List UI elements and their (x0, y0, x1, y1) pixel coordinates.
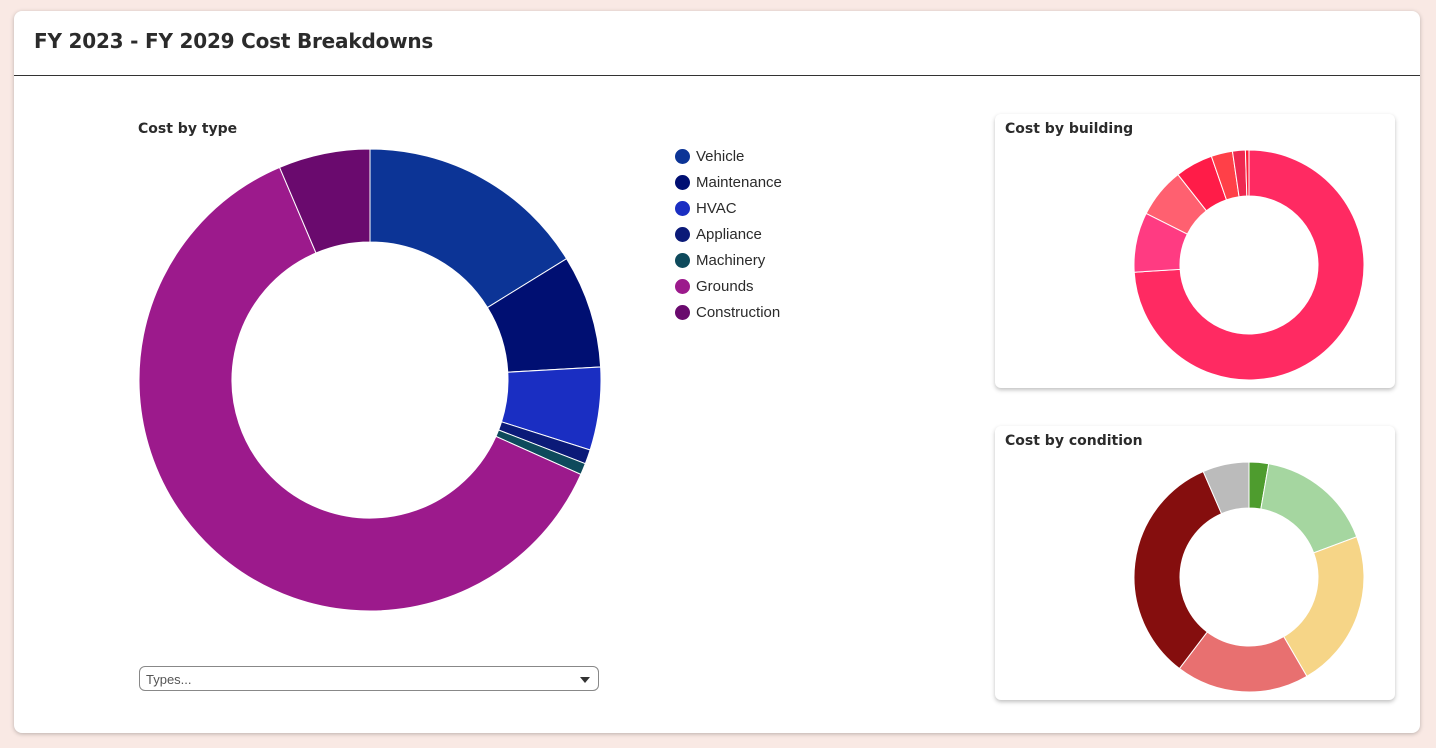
legend-item-appliance[interactable]: Appliance (675, 221, 782, 247)
cost-by-condition-donut (1133, 461, 1365, 693)
page-title: FY 2023 - FY 2029 Cost Breakdowns (34, 29, 434, 53)
condition-slice-3[interactable] (1283, 536, 1365, 678)
cost-by-condition-panel: Cost by condition (995, 426, 1395, 700)
legend-item-maintenance[interactable]: Maintenance (675, 169, 782, 195)
cost-breakdowns-card: FY 2023 - FY 2029 Cost Breakdowns Cost b… (14, 11, 1420, 733)
building-slice-7[interactable] (1244, 149, 1250, 197)
cost-by-type-donut (138, 148, 602, 612)
condition-slice-5[interactable] (1133, 470, 1223, 670)
legend-label: Machinery (696, 251, 766, 269)
cost-by-type-legend: Vehicle Maintenance HVAC Appliance Machinery… (675, 143, 782, 325)
legend-item-construction[interactable]: Construction (675, 299, 782, 325)
cost-by-condition-title: Cost by condition (1005, 433, 1143, 449)
legend-label: Grounds (696, 277, 754, 295)
building-slice-1[interactable] (1133, 149, 1365, 381)
legend-label: Construction (696, 303, 781, 321)
legend-label: Maintenance (696, 173, 782, 191)
chevron-down-icon[interactable] (580, 677, 590, 683)
legend-swatch (675, 278, 690, 294)
legend-item-grounds[interactable]: Grounds (675, 273, 782, 299)
legend-label: Vehicle (696, 147, 745, 165)
legend-item-hvac[interactable]: HVAC (675, 195, 782, 221)
legend-label: Appliance (696, 225, 762, 243)
legend-label: HVAC (696, 199, 737, 217)
legend-item-machinery[interactable]: Machinery (675, 247, 782, 273)
legend-swatch (675, 226, 690, 242)
legend-swatch (675, 174, 690, 190)
legend-swatch (675, 200, 690, 216)
card-header: FY 2023 - FY 2029 Cost Breakdowns (14, 11, 1420, 76)
cost-by-building-donut (1133, 149, 1365, 381)
condition-slice-6[interactable] (1202, 461, 1250, 515)
legend-swatch (675, 304, 690, 320)
legend-item-vehicle[interactable]: Vehicle (675, 143, 782, 169)
cost-by-building-title: Cost by building (1005, 121, 1134, 137)
type-slice-construction[interactable] (278, 148, 371, 254)
legend-swatch (675, 252, 690, 268)
types-select[interactable]: Types... (139, 666, 599, 691)
condition-slice-2[interactable] (1260, 463, 1358, 554)
legend-swatch (675, 148, 690, 164)
cost-by-building-panel: Cost by building (995, 114, 1395, 388)
cost-by-type-title: Cost by type (138, 121, 238, 137)
types-select-placeholder: Types... (146, 672, 192, 687)
type-slice-grounds[interactable] (138, 166, 582, 612)
